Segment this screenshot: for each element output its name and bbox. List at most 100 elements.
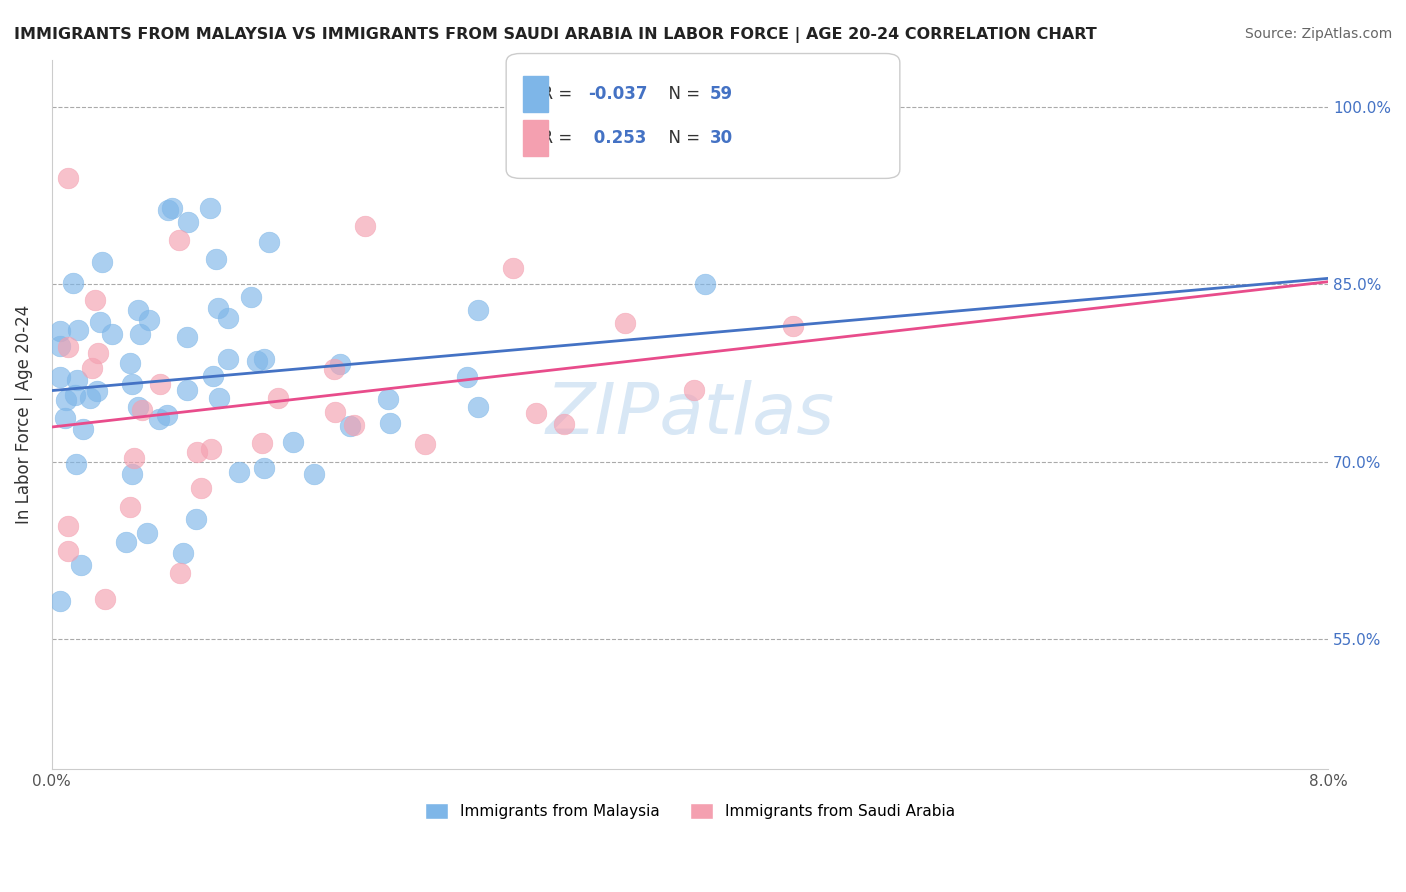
Point	[176, 330, 198, 344]
Point	[82, 361, 104, 376]
Point	[693, 277, 716, 292]
Point	[62, 277, 84, 291]
Point	[240, 290, 263, 304]
Text: N =: N =	[658, 85, 706, 103]
Point	[266, 391, 288, 405]
Point	[48, 338, 70, 352]
Point	[114, 534, 136, 549]
Point	[56, 519, 79, 533]
Point	[138, 313, 160, 327]
Text: N =: N =	[658, 129, 706, 147]
Point	[136, 525, 159, 540]
Point	[177, 215, 200, 229]
Point	[246, 353, 269, 368]
Point	[524, 406, 547, 420]
Point	[121, 377, 143, 392]
Point	[48, 370, 70, 384]
Point	[56, 340, 79, 354]
Point	[101, 326, 124, 341]
Point	[202, 369, 225, 384]
Point	[339, 418, 361, 433]
Point	[228, 466, 250, 480]
Legend: Immigrants from Malaysia, Immigrants from Saudi Arabia: Immigrants from Malaysia, Immigrants fro…	[419, 797, 962, 825]
Point	[614, 316, 637, 330]
Point	[252, 435, 274, 450]
Point	[65, 457, 87, 471]
Point	[93, 592, 115, 607]
Point	[56, 544, 79, 558]
Y-axis label: In Labor Force | Age 20-24: In Labor Force | Age 20-24	[15, 305, 32, 524]
Point	[176, 384, 198, 398]
Point	[208, 391, 231, 405]
Point	[184, 512, 207, 526]
Point	[782, 319, 804, 334]
Point	[205, 252, 228, 266]
Text: R =: R =	[531, 129, 578, 147]
Point	[683, 383, 706, 397]
Point	[186, 445, 208, 459]
Point	[148, 412, 170, 426]
Point	[66, 323, 89, 337]
Point	[160, 202, 183, 216]
Text: Source: ZipAtlas.com: Source: ZipAtlas.com	[1244, 27, 1392, 41]
Point	[281, 435, 304, 450]
Point	[198, 201, 221, 215]
Point	[56, 170, 79, 185]
Point	[328, 357, 350, 371]
Point	[217, 351, 239, 366]
Point	[172, 546, 194, 560]
Point	[70, 558, 93, 572]
Point	[72, 422, 94, 436]
Point	[156, 203, 179, 218]
Point	[121, 467, 143, 482]
Point	[259, 235, 281, 249]
Point	[553, 417, 575, 431]
Point	[129, 327, 152, 342]
Point	[86, 384, 108, 398]
Point	[48, 594, 70, 608]
Point	[467, 400, 489, 414]
Point	[89, 315, 111, 329]
Point	[127, 400, 149, 414]
Point	[149, 376, 172, 391]
Point	[120, 356, 142, 370]
Point	[156, 409, 179, 423]
Point	[53, 410, 76, 425]
Point	[48, 325, 70, 339]
Text: ZIPatlas: ZIPatlas	[546, 380, 834, 449]
Point	[120, 500, 142, 514]
Point	[304, 467, 326, 482]
Point	[167, 233, 190, 247]
Point	[377, 392, 399, 407]
Point	[87, 345, 110, 359]
Point	[122, 450, 145, 465]
Point	[200, 442, 222, 457]
Point	[55, 392, 77, 407]
Text: 30: 30	[710, 129, 733, 147]
Text: -0.037: -0.037	[588, 85, 647, 103]
Point	[217, 311, 239, 326]
Text: IMMIGRANTS FROM MALAYSIA VS IMMIGRANTS FROM SAUDI ARABIA IN LABOR FORCE | AGE 20: IMMIGRANTS FROM MALAYSIA VS IMMIGRANTS F…	[14, 27, 1097, 43]
Text: 59: 59	[710, 85, 733, 103]
Point	[131, 403, 153, 417]
Point	[252, 460, 274, 475]
Point	[63, 388, 86, 402]
Point	[323, 361, 346, 376]
Point	[467, 303, 489, 318]
Point	[253, 351, 276, 366]
Point	[413, 437, 436, 451]
Point	[169, 566, 191, 581]
Point	[127, 303, 149, 318]
Text: R =: R =	[531, 85, 578, 103]
Point	[456, 369, 478, 384]
Point	[79, 391, 101, 405]
Point	[190, 481, 212, 495]
Point	[502, 261, 524, 276]
Point	[66, 373, 89, 387]
Point	[343, 417, 366, 432]
Point	[84, 293, 107, 308]
Point	[207, 301, 229, 316]
Point	[380, 416, 402, 430]
Point	[354, 219, 377, 233]
Point	[91, 255, 114, 269]
